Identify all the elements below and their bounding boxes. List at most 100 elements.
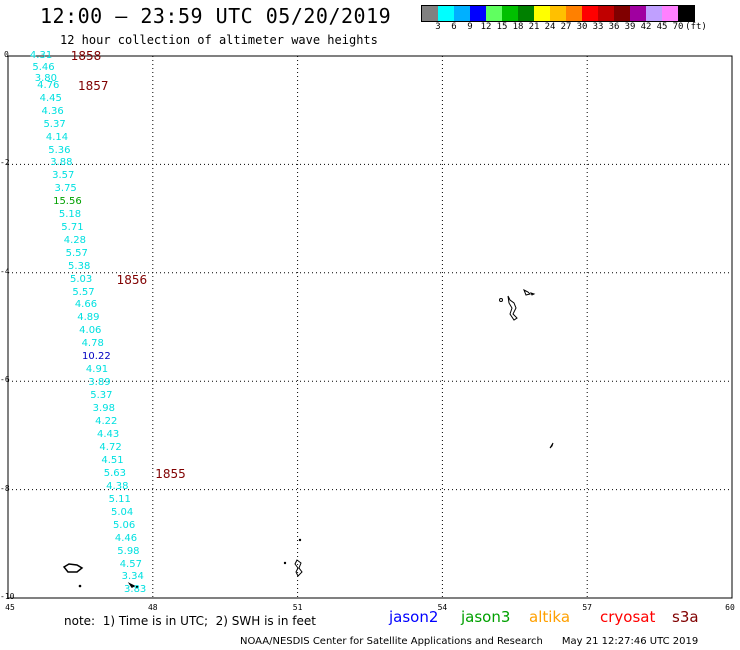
wave-height-value: 3.83: [124, 584, 147, 596]
x-tick-label: 45: [5, 603, 15, 612]
bird-island: [499, 298, 503, 302]
orbit-number: 1857: [77, 79, 109, 94]
orbit-number: 1858: [70, 49, 102, 63]
wave-height-value: 4.28: [63, 234, 86, 246]
color-swatch: [582, 6, 598, 21]
legend-altika: altika: [529, 608, 571, 626]
color-scale-label: 12: [480, 22, 492, 32]
wave-height-value: 4.31: [29, 50, 53, 61]
wave-height-value: 5.11: [108, 493, 131, 505]
color-swatch: [502, 6, 518, 21]
color-scale-label: 15: [496, 22, 508, 32]
color-scale-bar: [421, 5, 695, 22]
farquhar-island: [294, 559, 303, 577]
color-scale-label: 18: [512, 22, 524, 32]
wave-height-value: 5.37: [43, 119, 66, 131]
x-tick-label: 48: [147, 603, 158, 612]
wave-height-value: 3.75: [54, 183, 77, 195]
wave-height-value: 4.38: [106, 480, 129, 492]
x-tick-label: 54: [437, 603, 448, 612]
wave-height-value: 5.04: [111, 506, 134, 518]
color-swatch: [438, 6, 454, 21]
coetivy-island: [549, 442, 554, 449]
wave-height-value: 4.46: [114, 532, 138, 544]
color-swatch: [454, 6, 470, 21]
wave-height-value: 5.98: [117, 545, 140, 557]
y-tick-label: -8: [0, 483, 10, 493]
color-swatch: [550, 6, 566, 21]
islet: [298, 538, 302, 542]
aldabra-island: [62, 563, 84, 573]
wave-height-value: 10.22: [82, 351, 111, 363]
color-scale-label: 39: [624, 22, 636, 32]
map-subtitle: 12 hour collection of altimeter wave hei…: [60, 33, 378, 47]
seychelles-island: [507, 295, 518, 321]
wave-height-value: 5.03: [69, 273, 93, 285]
color-scale-label: 33: [592, 22, 604, 32]
color-swatch: [630, 6, 646, 21]
color-scale-label: 27: [560, 22, 572, 32]
wave-height-value: 4.76: [37, 80, 60, 92]
wave-height-value: 4.66: [74, 299, 98, 311]
wave-height-value: 4.45: [39, 93, 62, 105]
color-scale-label: 6: [451, 22, 457, 32]
wave-height-value: 15.56: [53, 196, 82, 208]
color-swatch: [534, 6, 550, 21]
color-swatch: [614, 6, 630, 21]
x-tick-label: 60: [725, 603, 735, 612]
islet: [283, 561, 287, 565]
islet: [135, 585, 139, 589]
wave-height-value: 4.57: [119, 558, 142, 570]
legend-s3a: s3a: [672, 608, 699, 626]
color-scale-label: 70: [672, 22, 684, 32]
color-scale-label: 24: [544, 22, 556, 32]
color-scale-label: 30: [576, 22, 588, 32]
color-swatch: [598, 6, 614, 21]
islet: [78, 584, 82, 588]
wave-height-value: 4.22: [95, 416, 118, 428]
wave-height-value: 3.80: [34, 73, 58, 85]
wave-height-value: 4.36: [41, 106, 64, 118]
legend-cryosat: cryosat: [600, 608, 656, 626]
legend-jason3: jason3: [461, 608, 511, 626]
wave-height-value: 3.88: [50, 157, 73, 169]
x-tick-label: 57: [582, 603, 593, 612]
color-swatch: [470, 6, 486, 21]
wave-height-value: 3.98: [92, 403, 115, 415]
praslin-island: [523, 288, 536, 296]
wave-height-value: 5.38: [68, 260, 91, 272]
wave-height-value: 3.89: [88, 377, 111, 389]
map-title: 12:00 – 23:59 UTC 05/20/2019: [40, 4, 392, 28]
wave-height-value: 4.78: [81, 338, 104, 350]
y-tick-label: -2: [0, 158, 10, 168]
color-swatch: [566, 6, 582, 21]
wave-height-value: 3.57: [52, 170, 75, 182]
color-swatch: [422, 6, 438, 21]
wave-height-value: 5.36: [48, 145, 71, 157]
y-tick-label: 0: [4, 50, 9, 59]
wave-height-value: 4.91: [85, 364, 109, 376]
wave-height-value: 4.06: [79, 325, 102, 337]
y-tick-label: -10: [0, 592, 15, 601]
wave-height-value: 5.71: [61, 221, 84, 233]
color-scale-label: 3: [435, 22, 441, 32]
map-frame: [7, 55, 733, 599]
wave-height-value: 5.37: [90, 390, 113, 402]
color-swatch: [646, 6, 662, 21]
color-scale-label: 9: [467, 22, 473, 32]
wave-height-value: 5.06: [112, 519, 136, 531]
astove-island: [127, 582, 136, 588]
wave-height-value: 5.57: [72, 286, 95, 298]
wave-height-value: 5.63: [103, 467, 127, 479]
footer-note: note: 1) Time is in UTC; 2) SWH is in fe…: [64, 614, 316, 628]
color-scale-label: 45: [656, 22, 668, 32]
y-tick-label: -6: [0, 375, 10, 385]
color-scale-label: 42: [640, 22, 652, 32]
color-scale-label: 21: [528, 22, 540, 32]
wave-height-value: 4.51: [101, 454, 124, 466]
color-swatch: [486, 6, 502, 21]
wave-height-value: 5.18: [58, 208, 82, 220]
x-tick-label: 51: [292, 603, 303, 612]
wave-height-value: 4.43: [97, 428, 120, 440]
